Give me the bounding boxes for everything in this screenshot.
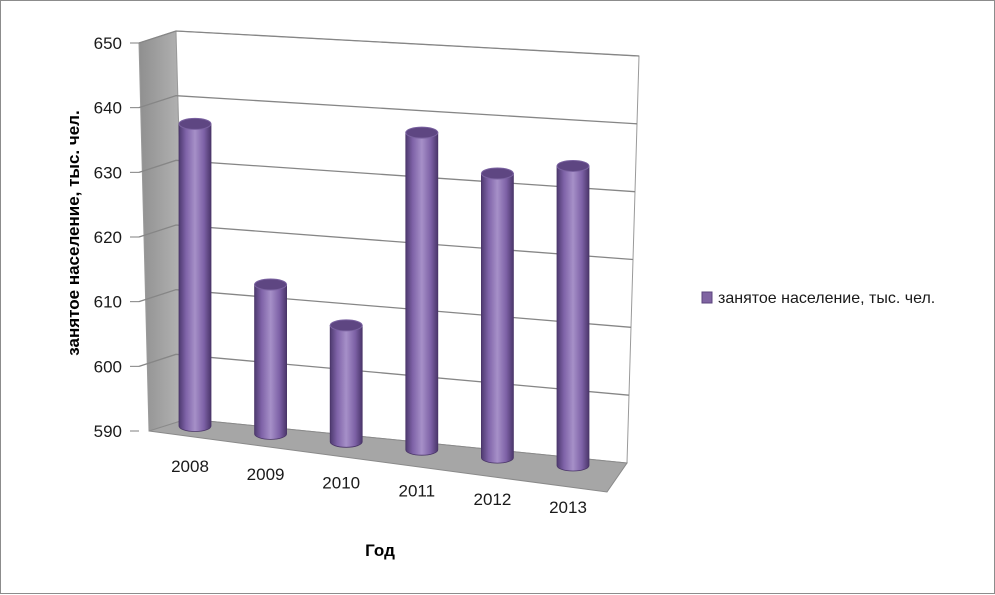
bars [178, 117, 590, 472]
y-axis-ticks: 590 600 610 620 630 640 650 [94, 34, 139, 441]
gridline [138, 224, 634, 261]
bar-top [254, 278, 288, 291]
x-tick-label: 2012 [473, 490, 511, 509]
y-tick-label: 650 [94, 34, 122, 53]
x-tick-label: 2008 [171, 457, 209, 476]
x-tick-label: 2013 [549, 498, 587, 517]
x-axis-ticks: 2008 2009 2010 2011 2012 2013 [171, 457, 587, 517]
gridline [138, 289, 632, 328]
y-tick-label: 590 [94, 422, 122, 441]
y-tick-label: 600 [94, 357, 122, 376]
bar [556, 159, 590, 472]
y-tick-label: 620 [94, 228, 122, 247]
x-tick-label: 2011 [399, 482, 436, 501]
bar-body [178, 123, 212, 432]
y-axis-title: занятое население, тыс. чел. [64, 110, 83, 355]
bar [254, 278, 288, 440]
x-tick-label: 2010 [322, 473, 360, 492]
gridline [138, 95, 638, 125]
y-tick-label: 630 [94, 163, 122, 182]
bar-top [405, 126, 439, 139]
bar [178, 117, 212, 432]
x-tick-label: 2009 [247, 465, 285, 484]
bar-top [556, 159, 590, 172]
gridline [138, 30, 640, 57]
y-tick-label: 610 [94, 293, 122, 312]
legend-swatch [701, 291, 713, 304]
bar-body [329, 325, 363, 448]
bar-body [556, 165, 590, 472]
bar [480, 167, 514, 464]
gridline [138, 353, 630, 396]
bar-top [329, 319, 363, 332]
x-axis-title: Год [365, 541, 395, 560]
bar-top [480, 167, 514, 180]
y-tick-label: 640 [94, 99, 122, 118]
legend-label: занятое население, тыс. чел. [718, 290, 935, 307]
bar-body [481, 173, 514, 464]
bar [405, 126, 439, 456]
bar-body [254, 284, 287, 440]
bar [329, 319, 363, 448]
bar-body [405, 132, 439, 456]
legend: занятое население, тыс. чел. [701, 290, 935, 307]
bar-top [178, 117, 212, 130]
